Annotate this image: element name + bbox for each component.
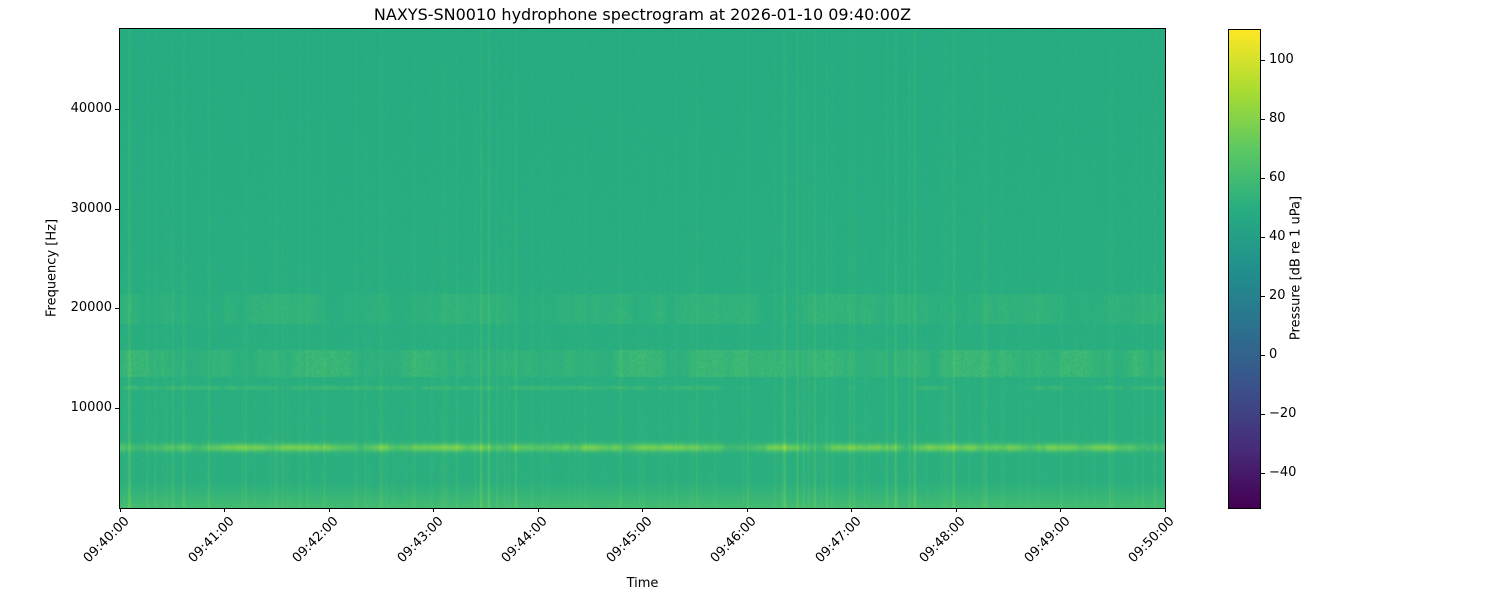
colorbar-tick-mark xyxy=(1261,296,1265,297)
x-tick-label: 09:42:00 xyxy=(289,514,342,566)
colorbar-tick-mark xyxy=(1261,178,1265,179)
colorbar-tick-label: −20 xyxy=(1269,406,1297,421)
y-tick-mark xyxy=(115,408,119,409)
colorbar-tick-label: −40 xyxy=(1269,465,1297,480)
plot-area xyxy=(119,28,1166,509)
x-tick-mark xyxy=(537,508,539,512)
y-tick-mark xyxy=(115,109,119,110)
x-tick-label: 09:41:00 xyxy=(185,514,238,566)
colorbar-tick-label: 80 xyxy=(1269,111,1286,126)
x-tick-label: 09:47:00 xyxy=(812,514,865,566)
y-tick-label: 40000 xyxy=(70,101,112,116)
colorbar-tick-mark xyxy=(1261,355,1265,356)
colorbar xyxy=(1228,29,1261,509)
colorbar-tick-mark xyxy=(1261,414,1265,415)
colorbar-tick-label: 40 xyxy=(1269,229,1286,244)
colorbar-tick-label: 0 xyxy=(1269,347,1278,362)
chart-title: NAXYS-SN0010 hydrophone spectrogram at 2… xyxy=(373,5,912,24)
y-tick-label: 20000 xyxy=(70,300,112,315)
x-tick-mark xyxy=(433,508,434,512)
x-tick-label: 09:50:00 xyxy=(1125,514,1178,566)
x-tick-label: 09:49:00 xyxy=(1021,514,1074,566)
colorbar-tick-label: 20 xyxy=(1269,288,1286,303)
colorbar-tick-mark xyxy=(1261,60,1265,61)
x-tick-label: 09:44:00 xyxy=(498,514,551,566)
y-tick-mark xyxy=(115,209,119,210)
x-tick-mark xyxy=(224,508,225,512)
x-tick-mark xyxy=(119,508,121,512)
colorbar-tick-label: 60 xyxy=(1269,170,1286,185)
colorbar-label: Pressure [dB re 1 uPa] xyxy=(1288,195,1304,341)
colorbar-tick-mark xyxy=(1261,119,1265,120)
x-tick-label: 09:43:00 xyxy=(394,514,447,566)
y-tick-label: 30000 xyxy=(70,201,112,216)
x-tick-label: 09:40:00 xyxy=(80,514,133,566)
x-tick-label: 09:45:00 xyxy=(603,514,656,566)
colorbar-tick-label: 100 xyxy=(1269,52,1294,67)
x-tick-mark xyxy=(746,508,748,512)
colorbar-tick-mark xyxy=(1261,473,1265,474)
y-axis-label: Frequency [Hz] xyxy=(44,218,60,318)
x-tick-mark xyxy=(851,508,852,512)
x-tick-label: 09:48:00 xyxy=(916,514,969,566)
y-tick-label: 10000 xyxy=(70,400,112,415)
y-tick-mark xyxy=(115,308,119,309)
colorbar-gradient xyxy=(1229,30,1260,508)
colorbar-tick-mark xyxy=(1261,237,1265,238)
x-tick-mark xyxy=(328,508,330,512)
x-tick-mark xyxy=(642,508,643,512)
spectrogram-heatmap xyxy=(120,29,1165,508)
x-tick-mark xyxy=(1164,508,1166,512)
x-tick-mark xyxy=(955,508,957,512)
x-axis-label: Time xyxy=(626,576,659,591)
x-tick-label: 09:46:00 xyxy=(707,514,760,566)
x-tick-mark xyxy=(1060,508,1061,512)
